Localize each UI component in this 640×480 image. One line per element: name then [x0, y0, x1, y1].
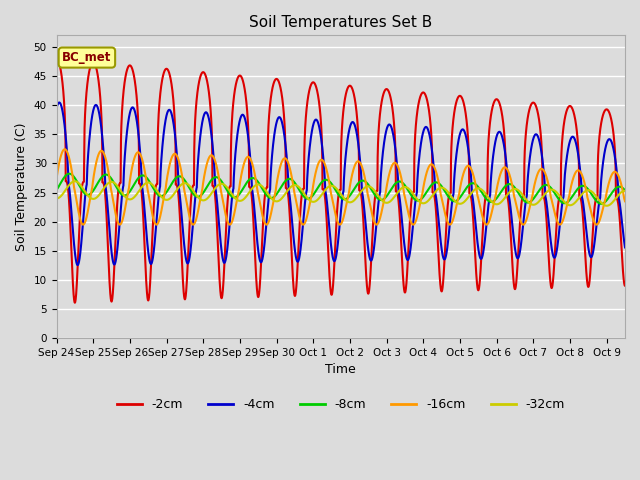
-8cm	[65, 171, 73, 177]
-4cm	[572, 139, 579, 144]
-8cm	[520, 197, 527, 203]
-4cm	[74, 262, 81, 268]
-2cm	[52, 56, 60, 61]
-4cm	[52, 106, 60, 111]
-32cm	[52, 195, 60, 201]
-2cm	[460, 101, 468, 107]
X-axis label: Time: Time	[325, 363, 356, 376]
-2cm	[96, 88, 104, 94]
Line: -8cm: -8cm	[56, 174, 625, 204]
Line: -16cm: -16cm	[56, 149, 625, 225]
-8cm	[597, 201, 605, 207]
-16cm	[52, 176, 60, 181]
-4cm	[96, 114, 104, 120]
-2cm	[224, 197, 232, 203]
-4cm	[56, 100, 63, 106]
-16cm	[520, 222, 527, 228]
-2cm	[572, 118, 579, 124]
-32cm	[96, 192, 104, 197]
Line: -4cm: -4cm	[56, 103, 625, 265]
-32cm	[572, 199, 579, 205]
-32cm	[520, 193, 527, 199]
-8cm	[621, 188, 629, 193]
-4cm	[520, 218, 527, 224]
-2cm	[204, 78, 211, 84]
-8cm	[96, 177, 104, 183]
Y-axis label: Soil Temperature (C): Soil Temperature (C)	[15, 122, 28, 251]
Title: Soil Temperatures Set B: Soil Temperatures Set B	[249, 15, 433, 30]
-4cm	[224, 241, 232, 247]
-16cm	[520, 222, 527, 228]
-32cm	[204, 196, 211, 202]
-8cm	[460, 189, 468, 194]
-16cm	[96, 149, 104, 155]
-32cm	[224, 185, 232, 191]
Line: -2cm: -2cm	[56, 59, 625, 303]
-8cm	[572, 189, 579, 195]
-4cm	[621, 244, 629, 250]
-4cm	[204, 110, 211, 116]
-8cm	[224, 189, 232, 194]
-32cm	[603, 203, 611, 209]
-2cm	[621, 283, 629, 288]
-16cm	[61, 146, 68, 152]
-4cm	[460, 128, 468, 133]
-16cm	[204, 160, 211, 166]
-8cm	[52, 187, 60, 193]
-2cm	[71, 300, 79, 306]
-16cm	[621, 198, 629, 204]
-16cm	[224, 219, 232, 225]
-16cm	[460, 169, 468, 175]
Text: BC_met: BC_met	[62, 51, 111, 64]
Line: -32cm: -32cm	[56, 181, 625, 206]
Legend: -2cm, -4cm, -8cm, -16cm, -32cm: -2cm, -4cm, -8cm, -16cm, -32cm	[111, 393, 570, 416]
-2cm	[520, 192, 527, 198]
-32cm	[460, 199, 468, 205]
-8cm	[204, 184, 211, 190]
-32cm	[71, 179, 79, 184]
-32cm	[621, 188, 629, 194]
-16cm	[572, 169, 579, 175]
